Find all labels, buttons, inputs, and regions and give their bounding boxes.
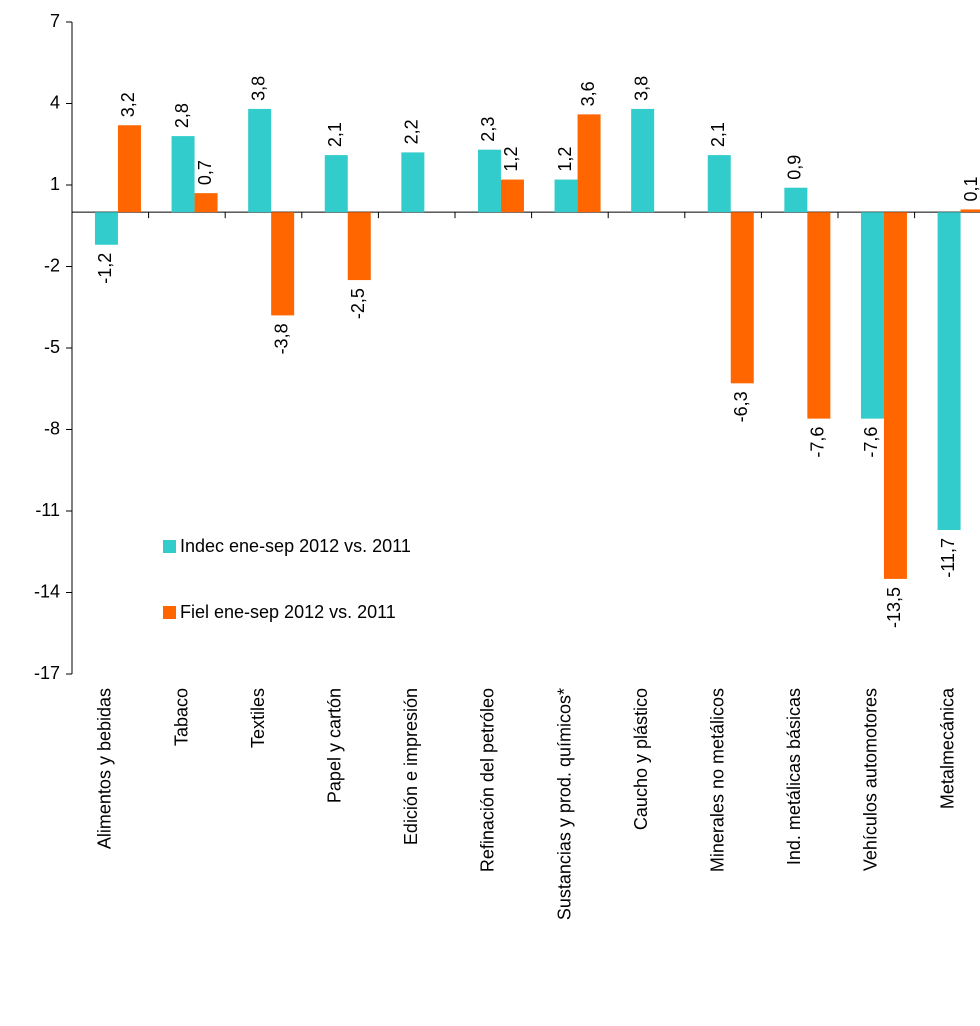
bar bbox=[194, 193, 218, 213]
value-label: 2,1 bbox=[325, 122, 345, 147]
x-tick-label: Refinación del petróleo bbox=[478, 688, 498, 872]
x-tick-label: Sustancias y prod. químicos* bbox=[554, 688, 574, 920]
bar bbox=[730, 212, 754, 384]
legend-label: Fiel ene-sep 2012 vs. 2011 bbox=[180, 602, 396, 622]
y-tick-label: -11 bbox=[35, 500, 60, 520]
y-tick-label: 1 bbox=[50, 174, 60, 194]
value-label: 1,2 bbox=[501, 147, 521, 172]
value-label: -3,8 bbox=[271, 323, 291, 354]
bar bbox=[171, 136, 195, 213]
bar bbox=[271, 212, 295, 316]
bar bbox=[94, 212, 118, 245]
x-tick-label: Vehículos automotores bbox=[861, 688, 881, 871]
bar bbox=[477, 149, 501, 213]
bar bbox=[248, 108, 272, 213]
x-tick-label: Minerales no metálicos bbox=[708, 688, 728, 872]
bar bbox=[347, 212, 371, 281]
bar bbox=[883, 212, 907, 579]
value-label: 2,1 bbox=[708, 122, 728, 147]
value-label: 2,3 bbox=[478, 117, 498, 142]
bar bbox=[577, 114, 601, 213]
value-label: 3,8 bbox=[248, 76, 268, 101]
value-label: 1,2 bbox=[555, 147, 575, 172]
value-label: -2,5 bbox=[348, 288, 368, 319]
value-label: 0,1 bbox=[961, 176, 980, 201]
legend-swatch bbox=[163, 540, 176, 553]
x-tick-label: Textiles bbox=[248, 688, 268, 748]
value-label: 2,8 bbox=[172, 103, 192, 128]
bar bbox=[324, 155, 348, 213]
x-tick-label: Tabaco bbox=[171, 688, 191, 746]
value-label: 0,7 bbox=[195, 160, 215, 185]
x-tick-label: Papel y cartón bbox=[325, 688, 345, 803]
value-label: -7,6 bbox=[808, 427, 828, 458]
value-label: 3,8 bbox=[631, 76, 651, 101]
value-label: -1,2 bbox=[95, 253, 115, 284]
bar bbox=[784, 187, 808, 213]
bar bbox=[500, 179, 524, 213]
bar bbox=[117, 125, 141, 213]
x-tick-label: Edición e impresión bbox=[401, 688, 421, 845]
bar bbox=[860, 212, 884, 419]
y-tick-label: -17 bbox=[34, 663, 60, 683]
y-tick-label: -5 bbox=[44, 337, 60, 357]
x-tick-label: Metalmecánica bbox=[937, 687, 957, 809]
bar bbox=[937, 212, 961, 531]
x-tick-label: Ind. metálicas básicas bbox=[784, 688, 804, 865]
value-label: -13,5 bbox=[884, 587, 904, 628]
y-tick-label: -2 bbox=[44, 255, 60, 275]
value-label: 2,2 bbox=[402, 119, 422, 144]
bar bbox=[554, 179, 578, 213]
y-tick-label: 7 bbox=[50, 11, 60, 31]
y-tick-label: 4 bbox=[50, 92, 60, 112]
bar bbox=[631, 108, 655, 213]
value-label: 0,9 bbox=[785, 155, 805, 180]
value-label: -6,3 bbox=[731, 391, 751, 422]
x-tick-label: Alimentos y bebidas bbox=[95, 688, 115, 849]
bar bbox=[707, 155, 731, 213]
value-label: -7,6 bbox=[861, 427, 881, 458]
legend-label: Indec ene-sep 2012 vs. 2011 bbox=[180, 536, 411, 556]
value-label: 3,6 bbox=[578, 81, 598, 106]
value-label: -11,7 bbox=[938, 538, 958, 578]
bar bbox=[807, 212, 831, 419]
value-label: 3,2 bbox=[118, 92, 138, 117]
bar bbox=[960, 209, 980, 213]
legend-swatch bbox=[163, 606, 176, 619]
y-tick-label: -14 bbox=[34, 581, 60, 601]
x-tick-label: Caucho y plástico bbox=[631, 688, 651, 830]
y-tick-label: -8 bbox=[44, 418, 60, 438]
bar bbox=[401, 152, 425, 213]
